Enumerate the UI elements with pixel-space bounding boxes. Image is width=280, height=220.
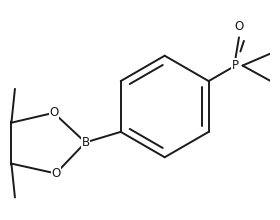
Text: B: B <box>81 136 90 149</box>
Text: O: O <box>234 20 244 33</box>
Text: O: O <box>51 167 60 180</box>
Text: P: P <box>232 59 239 72</box>
Text: O: O <box>49 106 58 119</box>
